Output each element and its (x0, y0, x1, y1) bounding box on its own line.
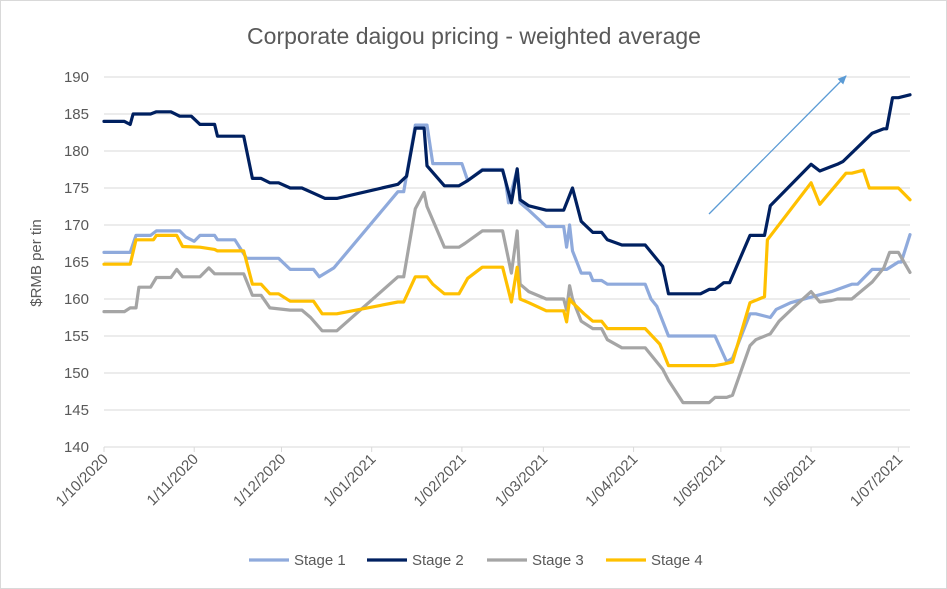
legend-label-stage-2: Stage 2 (412, 552, 464, 569)
y-axis-label: $RMB per tin (28, 219, 45, 307)
y-tick-label: 160 (64, 291, 89, 308)
y-axis-ticks: 140 145 150 155 160 165 170 175 180 185 190 (64, 69, 89, 456)
y-tick-label: 175 (64, 180, 89, 197)
x-tick-label: 1/10/2020 (53, 451, 112, 510)
x-tick-label: 1/03/2021 (492, 451, 551, 510)
y-tick-label: 145 (64, 402, 89, 419)
y-tick-label: 185 (64, 106, 89, 123)
gridlines (104, 76, 910, 411)
y-tick-label: 165 (64, 254, 89, 271)
x-tick-label: 1/12/2020 (230, 451, 289, 510)
series-line-stage-4 (102, 168, 912, 368)
x-tick-label: 1/02/2021 (411, 451, 470, 510)
x-tick-label: 1/01/2021 (320, 451, 379, 510)
series-lines (102, 93, 912, 405)
y-tick-label: 190 (64, 69, 89, 86)
y-tick-label: 170 (64, 217, 89, 234)
y-tick-label: 150 (64, 365, 89, 382)
y-tick-label: 140 (64, 439, 89, 456)
trend-arrow (708, 75, 847, 215)
series-line-stage-1 (102, 123, 912, 364)
legend-label-stage-3: Stage 3 (532, 552, 584, 569)
x-tick-label: 1/05/2021 (669, 451, 728, 510)
x-axis-ticks: 1/10/2020 1/11/2020 1/12/2020 1/01/2021 1/02… (53, 447, 906, 510)
legend-label-stage-4: Stage 4 (651, 552, 703, 569)
legend: Stage 1 Stage 2 Stage 3 Stage 4 (249, 552, 703, 569)
x-tick-label: 1/06/2021 (760, 451, 819, 510)
x-tick-label: 1/07/2021 (847, 451, 906, 510)
x-tick-label: 1/11/2020 (144, 451, 202, 509)
series-line-stage-2 (102, 93, 912, 296)
series-line-stage-3 (102, 190, 912, 405)
y-tick-label: 155 (64, 328, 89, 345)
y-tick-label: 180 (64, 143, 89, 160)
chart-title: Corporate daigou pricing - weighted aver… (247, 23, 701, 49)
legend-label-stage-1: Stage 1 (294, 552, 346, 569)
x-tick-label: 1/04/2021 (582, 451, 641, 510)
